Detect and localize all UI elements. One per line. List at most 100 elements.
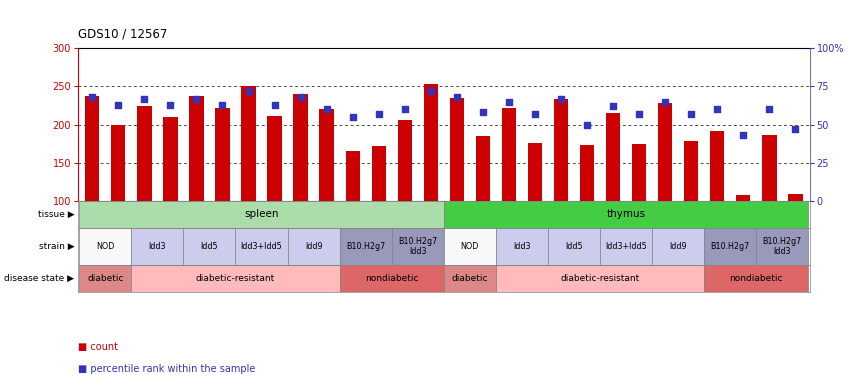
Text: ■ count: ■ count — [78, 342, 118, 353]
Text: Idd9: Idd9 — [669, 242, 687, 251]
Point — [528, 111, 542, 117]
Text: thymus: thymus — [606, 209, 646, 219]
Bar — [397, 120, 412, 201]
Text: Idd5: Idd5 — [565, 242, 583, 251]
Bar — [216, 108, 229, 201]
Bar — [85, 96, 100, 201]
Point — [502, 99, 516, 105]
Text: tissue ▶: tissue ▶ — [37, 210, 74, 219]
Text: nondiabetic: nondiabetic — [365, 274, 418, 283]
Text: Idd3: Idd3 — [149, 242, 166, 251]
Bar — [704, 228, 756, 265]
Bar — [423, 84, 438, 201]
Text: NOD: NOD — [96, 242, 114, 251]
Bar — [268, 116, 281, 201]
Bar — [704, 265, 808, 292]
Bar — [132, 228, 184, 265]
Bar — [501, 108, 516, 201]
Bar — [632, 144, 646, 201]
Bar — [372, 146, 386, 201]
Bar — [137, 106, 152, 201]
Text: Idd3+Idd5: Idd3+Idd5 — [241, 242, 282, 251]
Point — [346, 114, 359, 120]
Point — [320, 106, 333, 112]
Bar — [443, 201, 808, 228]
Bar — [294, 94, 307, 201]
Bar — [346, 151, 360, 201]
Point — [138, 96, 152, 102]
Point — [580, 122, 594, 128]
Bar — [236, 228, 288, 265]
Point — [190, 96, 204, 102]
Point — [216, 102, 229, 108]
Bar — [580, 145, 594, 201]
Point — [762, 106, 776, 112]
Text: B10.H2g7: B10.H2g7 — [711, 242, 750, 251]
Bar — [496, 265, 704, 292]
Bar — [736, 195, 751, 201]
Point — [164, 102, 178, 108]
Bar — [475, 136, 490, 201]
Text: disease state ▶: disease state ▶ — [4, 274, 74, 283]
Text: diabetic: diabetic — [451, 274, 488, 283]
Text: Idd9: Idd9 — [305, 242, 322, 251]
Point — [476, 109, 490, 115]
Bar — [80, 201, 443, 228]
Text: diabetic: diabetic — [87, 274, 124, 283]
Point — [554, 96, 568, 102]
Point — [86, 94, 100, 100]
Bar — [527, 143, 542, 201]
Text: B10.H2g7: B10.H2g7 — [346, 242, 385, 251]
Bar — [339, 228, 391, 265]
Bar — [80, 228, 132, 265]
Text: Idd5: Idd5 — [201, 242, 218, 251]
Text: spleen: spleen — [244, 209, 279, 219]
Point — [684, 111, 698, 117]
Point — [112, 102, 126, 108]
Point — [632, 111, 646, 117]
Point — [372, 111, 385, 117]
Point — [294, 94, 307, 100]
Text: Idd3+Idd5: Idd3+Idd5 — [605, 242, 647, 251]
Bar — [132, 265, 339, 292]
Bar — [652, 228, 704, 265]
Bar — [606, 113, 620, 201]
Bar — [548, 228, 600, 265]
Bar — [710, 132, 725, 201]
Text: B10.H2g7
Idd3: B10.H2g7 Idd3 — [398, 237, 437, 256]
Bar — [684, 141, 698, 201]
Bar — [756, 228, 808, 265]
Text: diabetic-resistant: diabetic-resistant — [196, 274, 275, 283]
Point — [450, 94, 464, 100]
Text: NOD: NOD — [461, 242, 479, 251]
Text: B10.H2g7
Idd3: B10.H2g7 Idd3 — [763, 237, 802, 256]
Bar — [320, 109, 333, 201]
Bar — [443, 228, 496, 265]
Bar — [658, 103, 672, 201]
Text: GDS10 / 12567: GDS10 / 12567 — [78, 27, 167, 41]
Bar — [496, 228, 548, 265]
Bar — [163, 117, 178, 201]
Bar — [788, 194, 803, 201]
Point — [736, 132, 750, 138]
Bar — [242, 86, 255, 201]
Point — [268, 102, 281, 108]
Bar — [762, 135, 777, 201]
Point — [397, 106, 411, 112]
Bar — [80, 265, 132, 292]
Bar — [443, 265, 496, 292]
Bar — [600, 228, 652, 265]
Bar — [391, 228, 443, 265]
Bar — [449, 98, 464, 201]
Bar — [111, 125, 126, 201]
Point — [658, 99, 672, 105]
Text: nondiabetic: nondiabetic — [729, 274, 783, 283]
Point — [710, 106, 724, 112]
Bar — [288, 228, 339, 265]
Text: diabetic-resistant: diabetic-resistant — [560, 274, 640, 283]
Text: ■ percentile rank within the sample: ■ percentile rank within the sample — [78, 364, 255, 374]
Bar — [184, 228, 236, 265]
Text: Idd3: Idd3 — [514, 242, 531, 251]
Bar — [190, 96, 204, 201]
Text: strain ▶: strain ▶ — [39, 242, 74, 251]
